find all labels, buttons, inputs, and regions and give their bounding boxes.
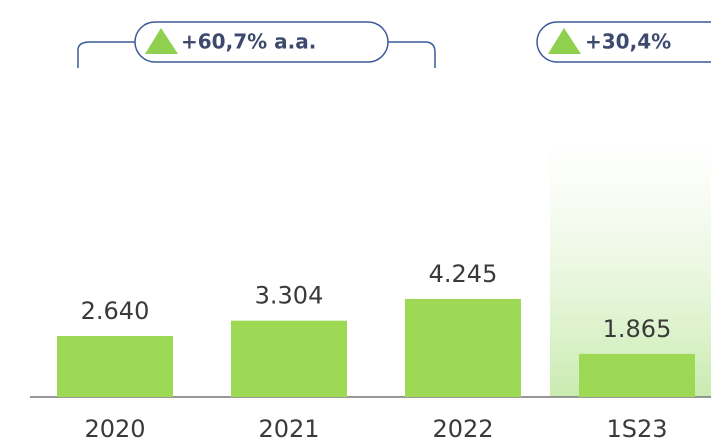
value-label: 2.640 xyxy=(81,297,150,325)
value-label: 4.245 xyxy=(429,260,498,288)
bar xyxy=(231,320,347,397)
up-triangle xyxy=(548,28,581,54)
value-label: 3.304 xyxy=(255,282,324,310)
annotation-pill xyxy=(134,21,389,63)
x-tick-label: 2020 xyxy=(84,415,145,443)
bar xyxy=(57,336,173,397)
bar xyxy=(579,353,695,397)
annotation: +60,7% a.a. xyxy=(181,30,316,54)
bracket xyxy=(77,41,436,68)
x-tick-label: 2022 xyxy=(432,415,493,443)
up-triangle xyxy=(145,28,178,54)
x-tick-label: 1S23 xyxy=(606,415,667,443)
x-tick-label: 2021 xyxy=(258,415,319,443)
bar xyxy=(405,298,521,397)
annotation-pill xyxy=(536,21,711,63)
annotation: +30,4% xyxy=(585,30,671,54)
value-label: 1.865 xyxy=(603,315,672,343)
